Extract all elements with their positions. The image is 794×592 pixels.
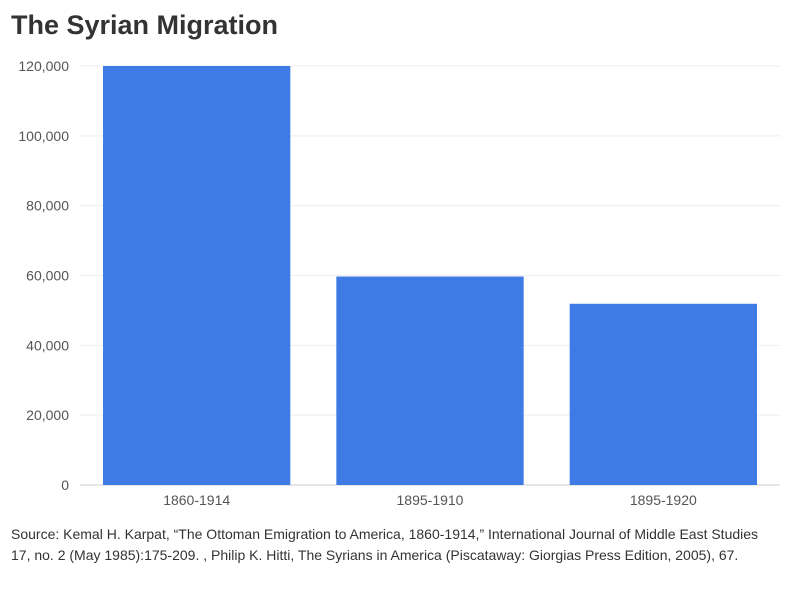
x-tick-label: 1895-1920: [630, 492, 697, 508]
y-tick-label: 120,000: [18, 58, 69, 74]
source-note: Source: Kemal H. Karpat, “The Ottoman Em…: [11, 526, 759, 563]
x-tick-label: 1895-1910: [397, 492, 464, 508]
y-tick-label: 40,000: [26, 337, 69, 353]
bar: [569, 303, 757, 485]
chart-title: The Syrian Migration: [11, 10, 279, 40]
y-tick-label: 60,000: [26, 268, 69, 284]
x-tick-label: 1860-1914: [163, 492, 230, 508]
bar: [103, 66, 291, 485]
bar: [336, 276, 524, 485]
y-tick-label: 100,000: [18, 128, 69, 144]
y-tick-label: 0: [61, 477, 69, 493]
y-tick-label: 20,000: [26, 407, 69, 423]
bar-chart: 0 20,000 40,000 60,000 80,000 100,000 120,000 1…: [18, 58, 780, 508]
y-tick-label: 80,000: [26, 198, 69, 214]
